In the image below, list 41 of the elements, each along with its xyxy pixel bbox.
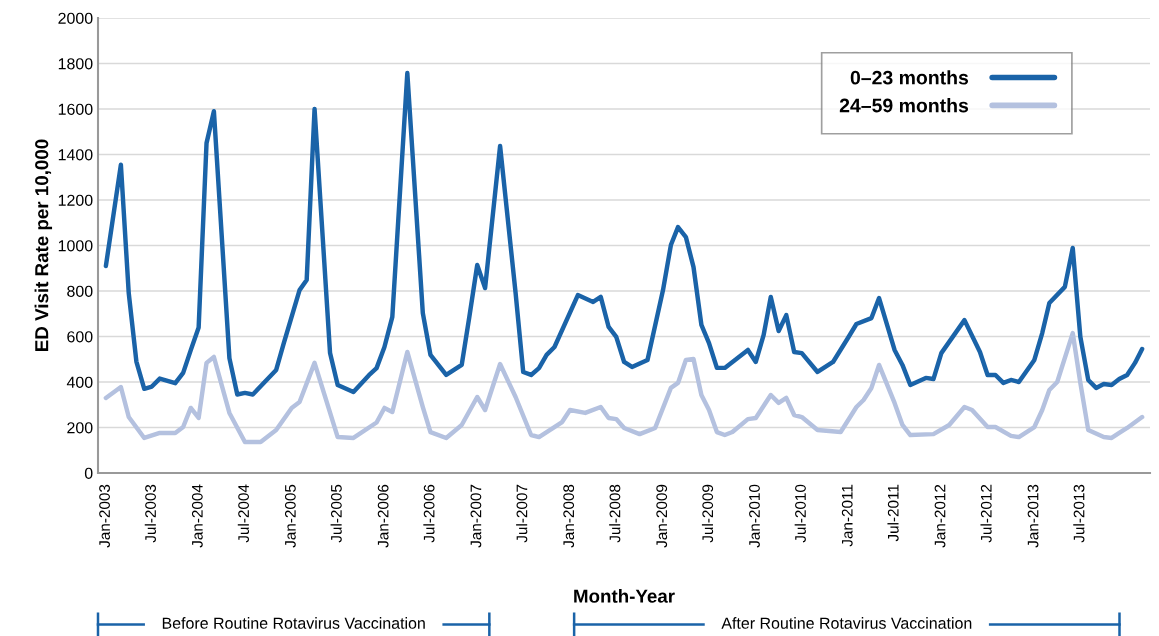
y-tick-label: 1000 — [58, 240, 93, 252]
x-tick-label: Jan-2004 — [191, 484, 203, 548]
x-tick-label: Jan-2007 — [470, 484, 482, 548]
x-tick-label: Jul-2003 — [144, 484, 156, 543]
y-tick-label: 600 — [67, 331, 93, 343]
line-series — [103, 330, 1145, 445]
y-tick-label: 2000 — [58, 12, 93, 24]
line-series — [103, 70, 1145, 397]
x-tick-label: Jul-2007 — [516, 484, 528, 543]
x-tick-label: Jan-2008 — [563, 484, 575, 548]
text: Before Routine Rotavirus Vaccination — [162, 617, 425, 629]
x-tick-label: Jul-2011 — [887, 484, 899, 542]
y-tick-label: 200 — [67, 422, 93, 434]
x-tick-label: Jul-2005 — [330, 484, 342, 543]
x-tick-label: Jan-2003 — [99, 484, 110, 548]
y-tick-label: 1800 — [58, 58, 93, 70]
x-tick-label: Jul-2013 — [1073, 484, 1085, 543]
y-tick-label: 400 — [66, 376, 93, 388]
x-tick-label: Jul-2004 — [237, 484, 250, 543]
x-tick-label: Jan-2010 — [749, 484, 760, 548]
x-tick-label: Jul-2006 — [423, 484, 435, 543]
x-tick-label: Jan-2006 — [377, 484, 389, 548]
x-tick-label: Jul-2008 — [609, 484, 621, 543]
y-axis-title: ED Visit Rate per 10,000 — [34, 139, 53, 351]
y-tick-label: 1200 — [58, 194, 93, 206]
x-tick-label: Jan-2011 — [841, 484, 853, 547]
legend-label: 24–59 months — [839, 98, 969, 113]
y-tick-label: 1600 — [58, 103, 93, 115]
y-tick-label: 0 — [84, 467, 93, 479]
y-tick-label: 1400 — [58, 149, 93, 161]
x-tick-label: Jan-2013 — [1027, 484, 1039, 548]
x-tick-label: Jan-2012 — [934, 484, 946, 548]
x-tick-label: Jul-2012 — [980, 484, 992, 543]
y-tick-label: 800 — [67, 285, 93, 297]
x-tick-label: Jul-2009 — [701, 484, 714, 543]
x-tick-label: Jul-2010 — [794, 484, 806, 543]
x-tick-label: Jan-2005 — [284, 484, 296, 548]
legend-label: 0–23 months — [850, 70, 969, 85]
x-axis-title: Month-Year — [574, 589, 675, 603]
x-tick-label: Jan-2009 — [656, 484, 668, 548]
text: After Routine Rotavirus Vaccination — [721, 617, 972, 629]
